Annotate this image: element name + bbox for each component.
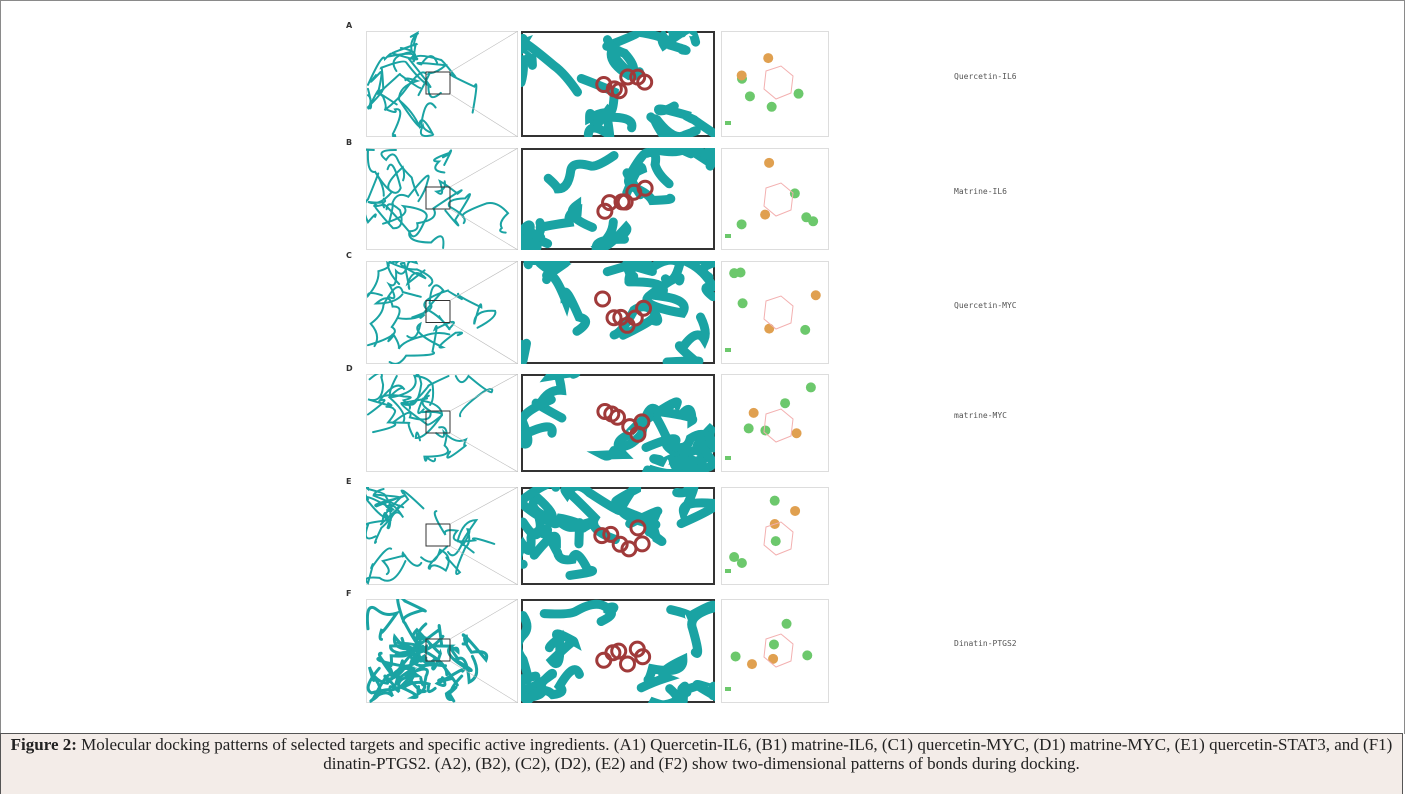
caption-text: Molecular docking patterns of selected t… (81, 735, 1392, 773)
residue (736, 268, 746, 278)
interaction-image (721, 487, 829, 585)
interaction-image (721, 599, 829, 703)
panel-frame (722, 32, 829, 137)
residue (770, 496, 780, 506)
panel-row: F Dinatin-PTGS2 (1, 589, 1404, 703)
residue (790, 506, 800, 516)
panel-row: E (1, 477, 1404, 585)
residue (811, 290, 821, 300)
residue (744, 423, 754, 433)
residue (764, 324, 774, 334)
interaction-image (721, 374, 829, 472)
legend-swatch (725, 348, 731, 352)
panel-label: Quercetin-MYC (954, 301, 1017, 310)
protein-image (366, 487, 518, 585)
panel-letter: A (346, 21, 352, 30)
residue (738, 298, 748, 308)
panel-label: Dinatin-PTGS2 (954, 639, 1017, 648)
panel-frame (722, 600, 829, 703)
zoom-image (521, 374, 715, 472)
zoom-image (521, 31, 715, 137)
panel-row: C Quercetin-MYC (1, 251, 1404, 364)
panel-frame (722, 149, 829, 250)
figure: A Quercetin-IL6 B Matrine-IL6 C Quercetin-MYC… (0, 0, 1405, 734)
residue (782, 619, 792, 629)
interaction-image (721, 261, 829, 364)
residue (800, 325, 810, 335)
panel-letter: C (346, 251, 352, 260)
legend-swatch (725, 456, 731, 460)
residue (737, 70, 747, 80)
panel-letter: B (346, 138, 352, 147)
caption-label: Figure 2: (11, 735, 77, 754)
panel-label: Matrine-IL6 (954, 187, 1007, 196)
interaction-image (721, 31, 829, 137)
residue (780, 398, 790, 408)
zoom-image (521, 148, 715, 250)
residue (760, 425, 770, 435)
residue (731, 651, 741, 661)
ribbon (521, 343, 526, 364)
caption: Figure 2: Molecular docking patterns of … (0, 733, 1403, 794)
panel-row: B Matrine-IL6 (1, 138, 1404, 250)
residue (801, 212, 811, 222)
interaction-image (721, 148, 829, 250)
legend-swatch (725, 569, 731, 573)
residue (790, 188, 800, 198)
residue (767, 102, 777, 112)
residue (764, 158, 774, 168)
residue (802, 650, 812, 660)
protein-image (366, 599, 518, 703)
panel-letter: E (346, 477, 351, 486)
residue (806, 382, 816, 392)
panel-frame (367, 149, 518, 250)
residue (729, 552, 739, 562)
residue (794, 89, 804, 99)
zoom-image (521, 261, 715, 364)
protein-image (366, 148, 518, 250)
residue (769, 639, 779, 649)
residue (771, 536, 781, 546)
panel-letter: D (346, 364, 353, 373)
page: A Quercetin-IL6 B Matrine-IL6 C Quercetin-MYC… (0, 0, 1405, 794)
panel-label: matrine-MYC (954, 411, 1007, 420)
protein-image (366, 31, 518, 137)
residue (737, 219, 747, 229)
zoom-image (521, 599, 715, 703)
protein-image (366, 261, 518, 364)
residue (760, 210, 770, 220)
legend-swatch (725, 121, 731, 125)
residue (763, 53, 773, 63)
legend-swatch (725, 234, 731, 238)
protein-image (366, 374, 518, 472)
panel-letter: F (346, 589, 351, 598)
legend-swatch (725, 687, 731, 691)
residue (749, 408, 759, 418)
residue (745, 91, 755, 101)
residue (747, 659, 757, 669)
panel-label: Quercetin-IL6 (954, 72, 1017, 81)
zoom-image (521, 487, 715, 585)
panel-row: A Quercetin-IL6 (1, 21, 1404, 137)
residue (792, 428, 802, 438)
residue (768, 654, 778, 664)
